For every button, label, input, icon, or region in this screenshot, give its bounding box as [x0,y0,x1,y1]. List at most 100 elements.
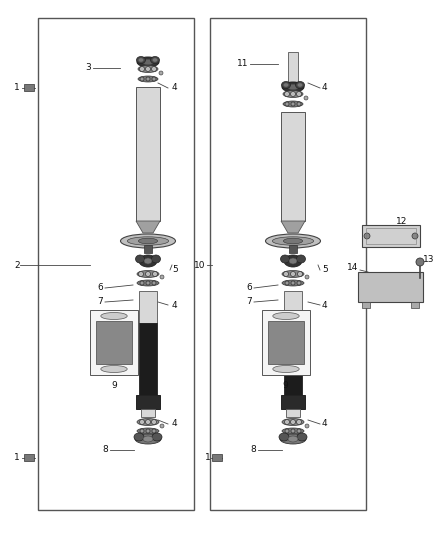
Circle shape [138,271,144,277]
Bar [284,323,302,395]
Circle shape [160,424,164,428]
Circle shape [283,271,289,277]
Circle shape [297,429,301,433]
Ellipse shape [282,428,304,434]
Circle shape [285,429,289,433]
Ellipse shape [137,57,159,67]
Ellipse shape [138,76,158,82]
Text: 11: 11 [237,60,248,69]
Ellipse shape [137,418,159,425]
Circle shape [297,92,301,96]
Text: 4: 4 [322,301,328,310]
Circle shape [152,281,156,285]
Ellipse shape [297,433,307,441]
Ellipse shape [137,280,159,286]
Circle shape [304,96,308,100]
Ellipse shape [134,433,144,441]
Bar [96,321,132,364]
Circle shape [139,419,145,424]
Ellipse shape [283,91,303,98]
Text: 6: 6 [97,284,103,293]
Ellipse shape [282,280,304,286]
Bar [141,409,155,417]
Ellipse shape [135,434,161,444]
Bar [286,409,300,417]
Ellipse shape [273,312,299,319]
Text: 12: 12 [396,217,407,227]
Text: 7: 7 [246,297,252,306]
Ellipse shape [152,255,160,263]
Bar [281,112,305,221]
Ellipse shape [287,85,299,90]
Ellipse shape [283,83,289,87]
Circle shape [152,77,156,81]
Ellipse shape [152,58,158,62]
Text: 9: 9 [111,381,117,390]
Text: 13: 13 [423,254,434,263]
Bar [262,310,310,375]
Ellipse shape [280,255,290,263]
Text: 5: 5 [172,265,178,274]
Ellipse shape [120,234,176,248]
Bar [284,291,302,323]
Ellipse shape [138,66,158,72]
Text: 4: 4 [322,419,328,429]
Circle shape [285,419,290,424]
Ellipse shape [151,56,159,63]
Text: 7: 7 [97,297,103,306]
Circle shape [285,92,290,96]
Circle shape [285,102,289,106]
Bar [24,454,34,461]
Text: 4: 4 [172,84,178,93]
Circle shape [290,92,296,96]
Bar [358,272,423,302]
Circle shape [140,429,144,433]
Ellipse shape [138,58,144,62]
Ellipse shape [139,255,157,267]
Ellipse shape [137,271,159,278]
Bar [90,310,138,375]
Bar [362,302,370,308]
Bar [136,395,160,409]
Circle shape [152,271,158,277]
Circle shape [297,419,301,424]
Bar [212,454,222,461]
Bar [362,225,420,247]
Text: 9: 9 [282,381,288,390]
Bar [289,245,297,253]
Bar [268,321,304,364]
Circle shape [146,281,150,285]
Text: 14: 14 [346,263,358,272]
Ellipse shape [142,60,153,64]
Circle shape [152,67,156,71]
Circle shape [291,102,295,106]
Circle shape [146,429,150,433]
Ellipse shape [273,366,299,373]
Circle shape [139,67,145,71]
Circle shape [297,102,301,106]
Polygon shape [281,221,305,233]
Circle shape [305,424,309,428]
Ellipse shape [135,255,145,263]
Circle shape [145,419,151,424]
Ellipse shape [297,83,303,87]
Bar [210,18,366,510]
Ellipse shape [297,255,305,263]
Ellipse shape [279,433,289,441]
Text: 2: 2 [14,261,20,270]
Text: 4: 4 [172,301,178,310]
Circle shape [146,77,150,81]
Ellipse shape [137,56,145,63]
Bar [281,395,305,409]
Circle shape [291,281,295,285]
Circle shape [305,275,309,279]
Circle shape [297,271,303,277]
Ellipse shape [144,258,152,264]
Bar [38,18,194,510]
Text: 6: 6 [246,284,252,293]
Text: 1: 1 [14,454,20,463]
Text: 1: 1 [205,454,211,463]
Circle shape [416,258,424,266]
Ellipse shape [272,237,314,245]
Ellipse shape [296,82,304,88]
